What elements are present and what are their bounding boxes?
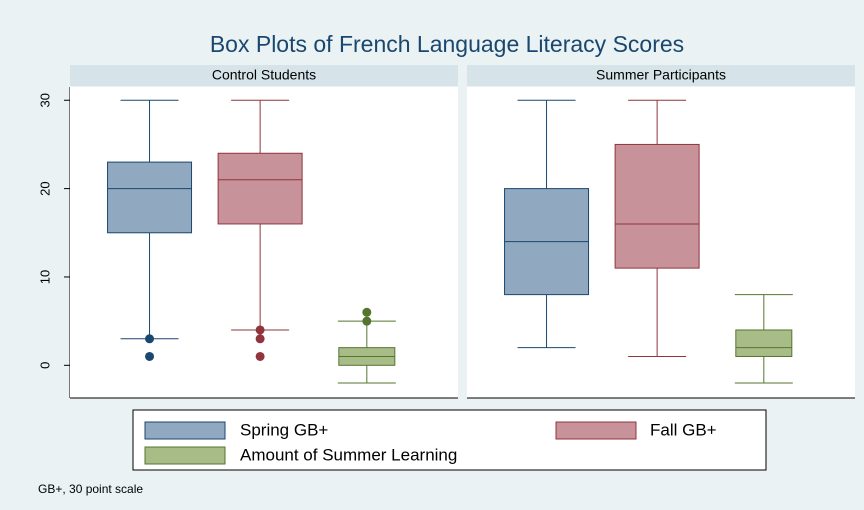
- legend-swatch: [144, 446, 226, 465]
- legend-label: Amount of Summer Learning: [240, 445, 457, 464]
- y-tick-label: 0: [37, 362, 52, 369]
- box: [107, 161, 193, 234]
- y-tick-label: 30: [37, 93, 52, 107]
- legend-swatch: [144, 421, 226, 440]
- legend-label: Spring GB+: [240, 420, 328, 439]
- outlier: [145, 351, 155, 361]
- panel-title: Control Students: [212, 67, 316, 83]
- chart-title: Box Plots of French Language Literacy Sc…: [210, 31, 684, 57]
- legend: [132, 409, 767, 471]
- box: [614, 143, 700, 269]
- box: [735, 329, 793, 357]
- legend-label: Fall GB+: [650, 420, 717, 439]
- outlier: [255, 351, 265, 361]
- box: [217, 152, 303, 225]
- panel-strip: [467, 65, 855, 86]
- outlier: [255, 334, 265, 344]
- outlier: [145, 334, 155, 344]
- plot-area: [70, 87, 458, 398]
- panel-title: Summer Participants: [596, 67, 726, 83]
- panel-strip: [70, 65, 458, 86]
- y-tick-label: 20: [37, 181, 52, 195]
- y-tick-label: 10: [37, 270, 52, 284]
- note: GB+, 30 point scale: [38, 482, 143, 496]
- outlier: [255, 325, 265, 335]
- legend-swatch: [555, 421, 637, 440]
- outlier: [362, 316, 372, 326]
- outlier: [362, 307, 372, 317]
